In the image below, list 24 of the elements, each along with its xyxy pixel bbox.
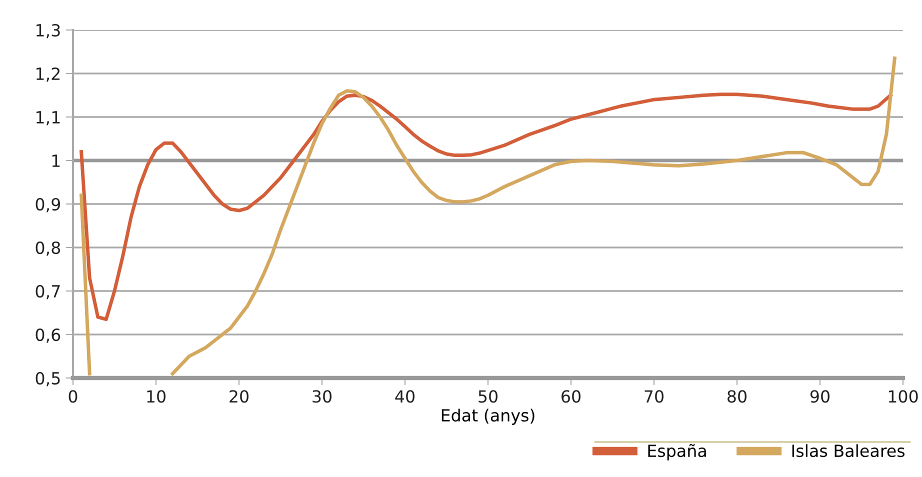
x-tick-label: 40 [395, 390, 414, 403]
y-tick-label: 0,8 [36, 241, 60, 256]
x-tick-label: 60 [562, 390, 580, 403]
y-tick-label: 0,5 [36, 372, 60, 386]
x-axis-title: Edat (anys) [442, 408, 534, 425]
line-series [80, 92, 892, 322]
x-tick-label: 90 [810, 390, 830, 403]
y-tick-label: 1,2 [36, 67, 60, 82]
y-tick-label: 0,7 [36, 284, 60, 300]
legend-label: España [648, 444, 706, 460]
y-tick-label: 1 [52, 154, 60, 167]
y-tick-label: 1,1 [36, 111, 60, 126]
x-tick-label: 0 [68, 390, 78, 403]
x-tick-label: 70 [644, 390, 664, 403]
x-tick-label: 30 [312, 390, 332, 403]
x-tick-label: 20 [230, 390, 248, 403]
y-tick-label: 0,6 [36, 328, 60, 343]
x-tick-label: 100 [888, 390, 918, 403]
x-tick-label: 50 [478, 390, 498, 403]
x-tick-label: 10 [147, 390, 166, 403]
x-tick-label: 80 [728, 390, 746, 403]
y-tick-label: 1,3 [36, 24, 60, 38]
y-tick-label: 0,9 [36, 198, 60, 212]
legend-label: Islas Baleares [792, 444, 905, 458]
